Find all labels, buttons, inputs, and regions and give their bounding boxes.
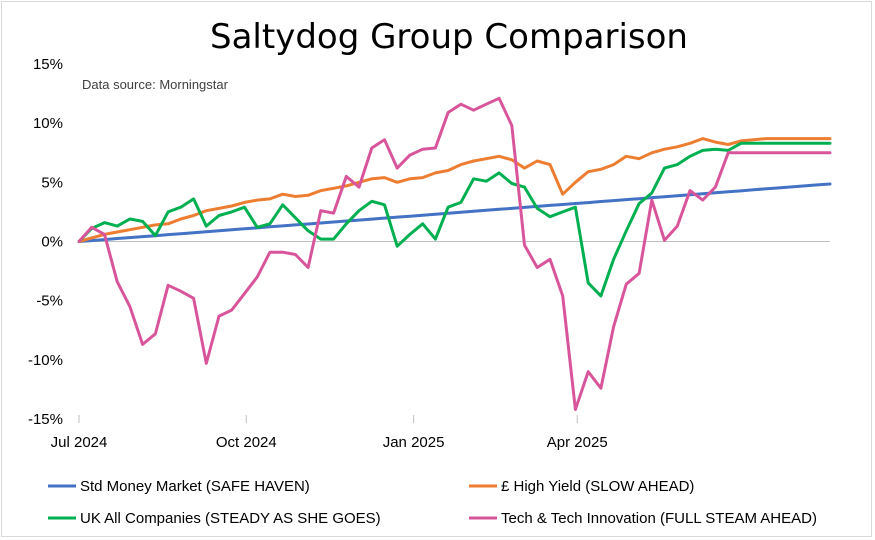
x-tick-label: Apr 2025 [547,434,608,451]
series-line-1 [77,182,832,243]
legend-entry: Tech & Tech Innovation (FULL STEAM AHEAD… [501,510,817,527]
series-line-4 [77,96,832,411]
y-tick-label: 10% [33,115,63,132]
data-source-annotation: Data source: Morningstar [82,77,229,92]
y-tick-label: -5% [36,293,63,310]
y-tick-label: 5% [41,174,63,191]
legend-entry: Std Money Market (SAFE HAVEN) [80,478,310,495]
y-tick-label: 15% [33,56,63,73]
x-tick-label: Jul 2024 [51,434,108,451]
axes-group: 15% 10% 5% 0% -5% -10% -15% Jul 2024 Oct 2024 Jan… [28,56,830,451]
x-tick-label: Jan 2025 [383,434,445,451]
y-tick-label: 0% [41,234,63,251]
legend-entry: £ High Yield (SLOW AHEAD) [501,478,694,495]
legend: Std Money Market (SAFE HAVEN) £ High Yiel… [48,478,817,527]
x-tick-label: Oct 2024 [216,434,277,451]
y-tick-label: -15% [28,411,63,428]
y-tick-label: -10% [28,352,63,369]
legend-entry: UK All Companies (STEADY AS SHE GOES) [80,510,381,527]
series-lines [77,96,832,411]
chart-title: Saltydog Group Comparison [210,17,688,57]
series-line-3 [77,141,832,298]
series-line-2 [77,137,832,243]
